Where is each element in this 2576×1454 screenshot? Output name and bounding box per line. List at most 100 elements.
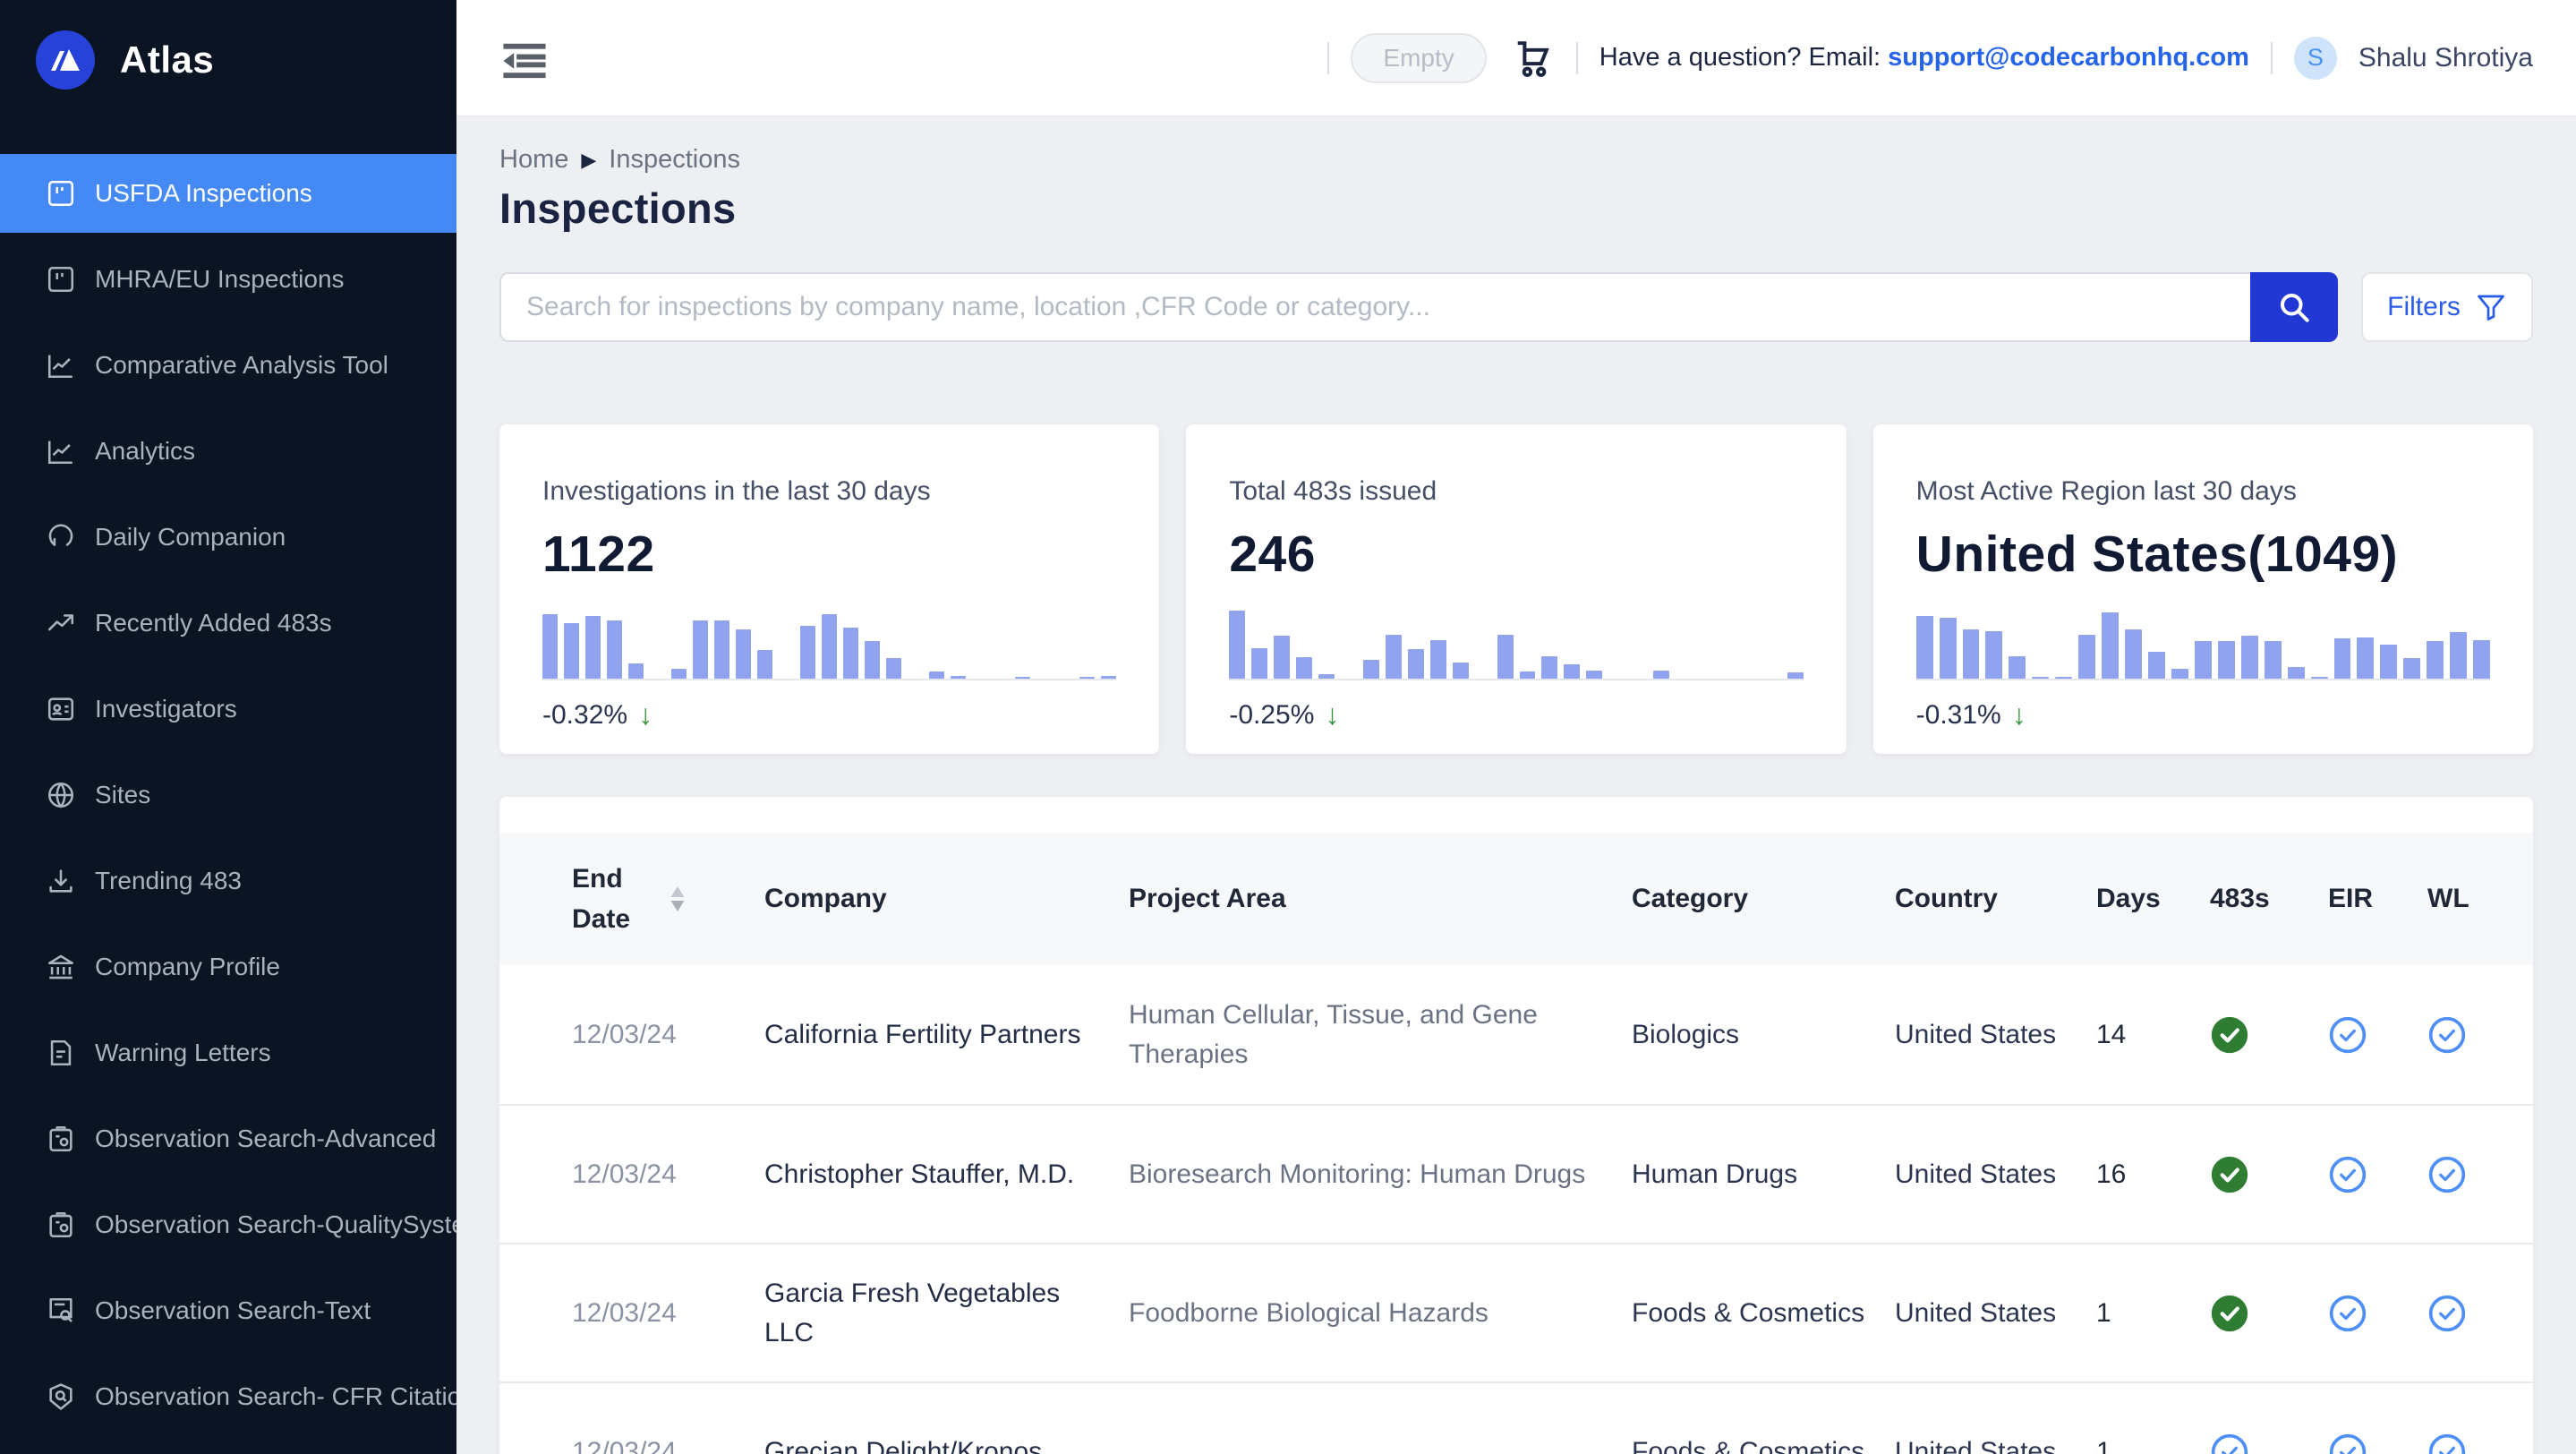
search-button[interactable]	[2250, 272, 2338, 342]
search-input[interactable]	[499, 272, 2250, 342]
breadcrumb: Home ▶ Inspections	[499, 145, 2533, 175]
spark-bar	[2195, 641, 2212, 679]
cell-project-area: Bioresearch Monitoring: Human Drugs	[1129, 1155, 1632, 1194]
column-header-483s: 483s	[2210, 884, 2328, 914]
table-row[interactable]: 12/03/24California Fertility PartnersHum…	[499, 965, 2533, 1104]
sort-icon[interactable]	[670, 886, 686, 911]
sparkline-axis	[1229, 679, 1803, 680]
sidebar-item-sites[interactable]: Sites	[0, 756, 456, 834]
spark-bar	[822, 614, 837, 679]
column-header-label: Country	[1895, 884, 1998, 914]
clipboard-icon	[45, 1123, 77, 1155]
trend-down-arrow-icon: ↓	[638, 698, 653, 731]
cell-category: Human Drugs	[1632, 1155, 1895, 1194]
spark-bar	[2265, 641, 2282, 679]
sparkline-chart	[1229, 611, 1803, 679]
sidebar-item-usfda-inspections[interactable]: USFDA Inspections	[0, 154, 456, 233]
spark-bar	[542, 614, 558, 679]
sidebar-item-observation-search-advanced[interactable]: Observation Search-Advanced	[0, 1099, 456, 1178]
shield-search-icon	[45, 1381, 77, 1413]
spark-bar	[865, 641, 880, 679]
spark-bar	[2473, 640, 2490, 679]
support-email-link[interactable]: support@codecarbonhq.com	[1888, 43, 2249, 72]
globe-icon	[45, 779, 77, 811]
cell-end-date: 12/03/24	[535, 1294, 764, 1333]
sidebar-item-company-profile[interactable]: Company Profile	[0, 928, 456, 1006]
card-title: Most Active Region last 30 days	[1916, 476, 2490, 507]
sidebar-item-observation-search-qualitysystems[interactable]: Observation Search-QualitySystems	[0, 1185, 456, 1264]
chart-line-icon	[45, 435, 77, 467]
spark-bar	[929, 671, 944, 679]
sidebar-item-recently-added-483s[interactable]: Recently Added 483s	[0, 584, 456, 663]
cell-category: Biologics	[1632, 1015, 1895, 1055]
sidebar-item-daily-companion[interactable]: Daily Companion	[0, 498, 456, 577]
stat-card-483s: Total 483s issued 246 -0.25% ↓	[1186, 424, 1846, 754]
spark-bar	[1363, 660, 1379, 679]
breadcrumb-current: Inspections	[609, 145, 740, 175]
user-avatar[interactable]: S	[2294, 37, 2337, 80]
inspections-table: End DateCompanyProject AreaCategoryCount…	[499, 797, 2533, 1454]
sparkline-axis	[1916, 679, 2490, 680]
user-name[interactable]: Shalu Shrotiya	[2358, 43, 2533, 73]
sidebar-collapse-icon[interactable]	[499, 37, 550, 80]
spark-bar	[2403, 658, 2420, 679]
spark-bar	[585, 616, 601, 679]
table-row[interactable]: 12/03/24Garcia Fresh Vegetables LLCFoodb…	[499, 1243, 2533, 1381]
spark-bar	[671, 669, 687, 679]
sidebar-item-observation-search-text[interactable]: Observation Search-Text	[0, 1271, 456, 1350]
breadcrumb-arrow-icon: ▶	[581, 149, 596, 172]
spark-bar	[1274, 636, 1290, 679]
cell-end-date: 12/03/24	[535, 1433, 764, 1454]
change-value: -0.31%	[1916, 700, 2001, 731]
card-value: United States(1049)	[1916, 525, 2490, 584]
spark-bar	[1386, 635, 1402, 679]
wl-status-icon	[2427, 1155, 2467, 1194]
spark-bar	[1453, 663, 1469, 679]
spark-bar	[1653, 671, 1669, 679]
id-card-icon	[45, 693, 77, 725]
483s-status-icon	[2210, 1294, 2249, 1333]
sidebar-item-label: Observation Search-Text	[95, 1296, 371, 1325]
table-row[interactable]: 12/03/24Grecian Delight/KronosFoods & Co…	[499, 1381, 2533, 1454]
support-question: Have a question? Email: support@codecarb…	[1599, 43, 2249, 73]
cell-project-area: Foodborne Biological Hazards	[1129, 1294, 1632, 1333]
download-icon	[45, 865, 77, 897]
sidebar-item-label: Company Profile	[95, 953, 280, 981]
column-header-end-date[interactable]: End Date	[535, 859, 764, 939]
483s-status-icon	[2210, 1155, 2249, 1194]
filters-button[interactable]: Filters	[2361, 272, 2533, 342]
board-icon	[45, 177, 77, 210]
sidebar-item-label: MHRA/EU Inspections	[95, 265, 345, 294]
wl-status-icon	[2427, 1433, 2467, 1454]
spark-bar	[607, 620, 622, 679]
search-box	[499, 272, 2338, 342]
spark-bar	[1497, 635, 1514, 679]
stat-cards: Investigations in the last 30 days 1122 …	[499, 424, 2533, 754]
empty-button[interactable]: Empty	[1351, 33, 1486, 83]
change-value: -0.32%	[542, 700, 627, 731]
table-body: 12/03/24California Fertility PartnersHum…	[499, 965, 2533, 1454]
cell-end-date: 12/03/24	[535, 1015, 764, 1055]
sidebar-item-comparative-analysis-tool[interactable]: Comparative Analysis Tool	[0, 326, 456, 405]
card-change: -0.32% ↓	[542, 698, 1116, 731]
breadcrumb-home-link[interactable]: Home	[499, 145, 568, 175]
sidebar-item-analytics[interactable]: Analytics	[0, 412, 456, 491]
board-icon	[45, 263, 77, 295]
sidebar-item-trending-483[interactable]: Trending 483	[0, 842, 456, 920]
spark-bar	[1318, 674, 1335, 679]
table-header: End DateCompanyProject AreaCategoryCount…	[499, 833, 2533, 965]
sidebar-item-label: Trending 483	[95, 867, 242, 895]
table-row[interactable]: 12/03/24Christopher Stauffer, M.D.Biores…	[499, 1104, 2533, 1243]
cart-icon[interactable]	[1508, 35, 1555, 81]
cell-company: Christopher Stauffer, M.D.	[764, 1155, 1129, 1194]
sidebar-item-label: Analytics	[95, 437, 195, 466]
spark-bar	[2241, 636, 2258, 679]
stat-card-region: Most Active Region last 30 days United S…	[1873, 424, 2533, 754]
sidebar-item-observation-search-cfr-citations[interactable]: Observation Search- CFR Citations	[0, 1357, 456, 1436]
sidebar-item-label: Comparative Analysis Tool	[95, 351, 388, 380]
sidebar-item-investigators[interactable]: Investigators	[0, 670, 456, 748]
spark-bar	[951, 676, 966, 679]
spark-bar	[693, 620, 708, 679]
sidebar-item-warning-letters[interactable]: Warning Letters	[0, 1014, 456, 1092]
sidebar-item-mhra-eu-inspections[interactable]: MHRA/EU Inspections	[0, 240, 456, 319]
